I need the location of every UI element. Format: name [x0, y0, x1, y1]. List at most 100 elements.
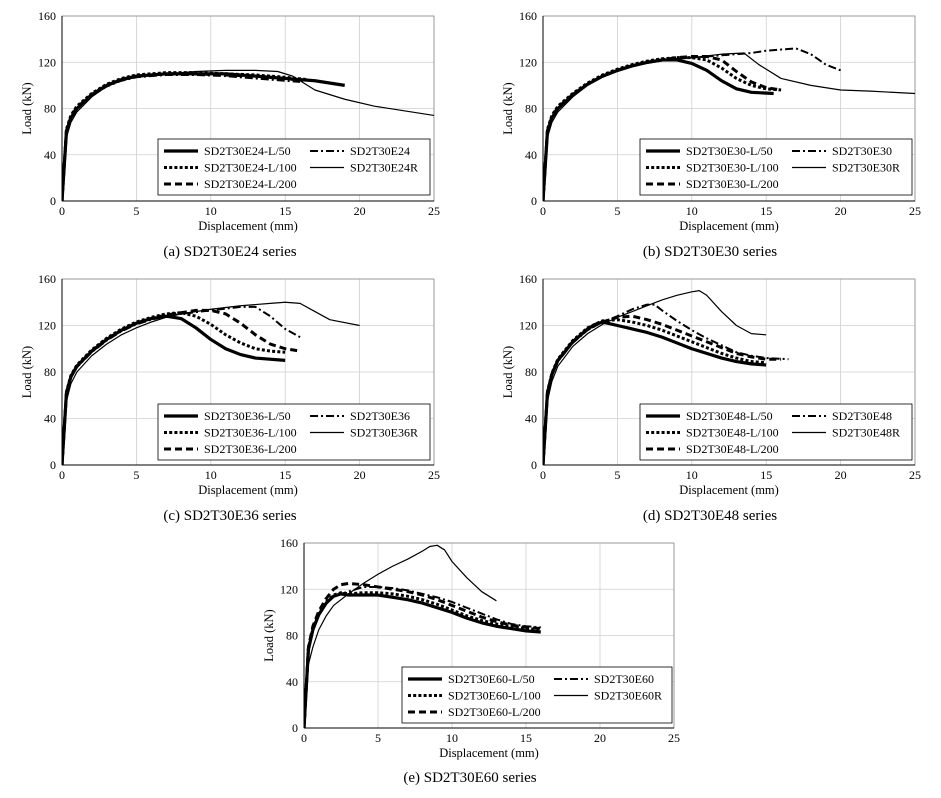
x-tick-label: 15: [760, 204, 772, 218]
chart-svg: 0 5 10 15 20 25 0 40 80 120 160 Displacement (mm) Lo…: [501, 272, 921, 497]
legend-label: SD2T30E36-L/100: [204, 426, 297, 440]
x-axis-label: Displacement (mm): [198, 483, 298, 497]
legend-label: SD2T30E30-L/50: [686, 144, 773, 158]
y-axis-label: Load (kN): [20, 82, 34, 134]
y-tick-label: 40: [44, 148, 56, 162]
legend-label: SD2T30E36-L/50: [204, 409, 291, 423]
x-axis-label: Displacement (mm): [679, 219, 779, 233]
y-tick-label: 0: [292, 721, 298, 735]
legend-box: [639, 138, 913, 196]
legend-label: SD2T30E60: [594, 672, 654, 686]
caption-c: (c) SD2T30E36 series: [163, 508, 297, 524]
series-line-sd2t30e24-l-200: [62, 72, 304, 201]
series-line-sd2t30e60-l-200: [304, 581, 541, 728]
legend-label: SD2T30E30: [832, 144, 892, 158]
x-tick-label: 25: [909, 204, 921, 218]
series-line-sd2t30e60: [304, 585, 541, 728]
y-tick-label: 80: [44, 102, 56, 116]
legend-label: SD2T30E60R: [594, 689, 662, 703]
legend-box: [157, 138, 431, 196]
x-tick-label: 25: [428, 468, 440, 482]
legend-label: SD2T30E30-L/200: [686, 177, 779, 191]
x-tick-label: 20: [354, 204, 366, 218]
y-tick-label: 120: [519, 55, 537, 69]
legend-label: SD2T30E48-L/50: [686, 409, 773, 423]
x-tick-label: 10: [686, 468, 698, 482]
y-tick-label: 120: [38, 55, 56, 69]
legend-label: SD2T30E30-L/100: [686, 161, 779, 175]
x-tick-label: 15: [279, 204, 291, 218]
caption-b: (b) SD2T30E30 series: [642, 244, 778, 260]
series-line-sd2t30e36: [62, 305, 301, 465]
series-line-sd2t30e24r: [62, 69, 434, 201]
y-axis-label: Load (kN): [501, 82, 515, 134]
x-tick-label: 10: [446, 731, 458, 745]
chart-svg: 0 5 10 15 20 25 0 40 80 120 160 Displacement (mm) Lo…: [262, 536, 680, 760]
x-tick-label: 20: [835, 204, 847, 218]
legend-label: SD2T30E24-L/100: [204, 161, 297, 175]
x-tick-label: 5: [375, 731, 381, 745]
legend: SD2T30E24-L/50 SD2T30E24 SD2T30E24-L/100 SD…: [157, 138, 431, 196]
legend: SD2T30E36-L/50 SD2T30E36 SD2T30E36-L/100 SD…: [157, 403, 431, 461]
y-tick-label: 80: [525, 365, 537, 379]
y-tick-label: 40: [44, 412, 56, 426]
y-tick-label: 160: [38, 272, 56, 286]
series-group: [543, 47, 915, 201]
legend-label: SD2T30E30R: [832, 161, 900, 175]
legend-label: SD2T30E60-L/50: [448, 672, 535, 686]
legend-label: SD2T30E36-L/200: [204, 442, 297, 456]
chart-panel-b: 0 5 10 15 20 25 0 40 80 120 160 Displacement (mm) Lo…: [480, 0, 941, 270]
chart-svg: 0 5 10 15 20 25 0 40 80 120 160 Displacement (mm) Lo…: [20, 272, 440, 497]
legend-label: SD2T30E48: [832, 409, 892, 423]
y-axis-label: Load (kN): [501, 346, 515, 398]
legend-label: SD2T30E24-L/200: [204, 177, 297, 191]
x-tick-label: 25: [428, 204, 440, 218]
series-line-sd2t30e30r: [543, 52, 915, 201]
y-tick-label: 40: [286, 675, 298, 689]
x-tick-label: 15: [760, 468, 772, 482]
x-tick-label: 0: [540, 204, 546, 218]
y-tick-label: 0: [531, 194, 537, 208]
chart-panel-a: 0 5 10 15 20 25 0 40 80 120 160 Displacement (mm) Lo…: [0, 0, 470, 270]
legend-label: SD2T30E48R: [832, 426, 900, 440]
y-tick-label: 120: [519, 319, 537, 333]
legend: SD2T30E60-L/50 SD2T30E60 SD2T30E60-L/100 SD…: [401, 666, 673, 724]
x-tick-label: 0: [540, 468, 546, 482]
x-tick-label: 5: [133, 468, 139, 482]
x-tick-label: 25: [909, 468, 921, 482]
series-group: [62, 301, 360, 465]
legend-label: SD2T30E48-L/100: [686, 426, 779, 440]
x-tick-label: 0: [59, 204, 65, 218]
x-tick-label: 0: [301, 731, 307, 745]
series-line-sd2t30e30-l-200: [543, 54, 782, 201]
y-tick-label: 0: [50, 458, 56, 472]
chart-panel-d: 0 5 10 15 20 25 0 40 80 120 160 Displacement (mm) Lo…: [480, 266, 941, 532]
x-tick-label: 15: [520, 731, 532, 745]
caption-d: (d) SD2T30E48 series: [642, 508, 778, 524]
x-tick-label: 10: [205, 468, 217, 482]
caption-e: (e) SD2T30E60 series: [403, 770, 537, 786]
y-tick-label: 160: [38, 9, 56, 23]
chart-svg: 0 5 10 15 20 25 0 40 80 120 160 Displacement (mm) Lo…: [501, 9, 921, 233]
y-tick-label: 160: [519, 272, 537, 286]
legend-label: SD2T30E24: [350, 144, 410, 158]
legend-box: [639, 403, 913, 461]
chart-svg: 0 5 10 15 20 25 0 40 80 120 160 Displacement (mm) Lo…: [20, 9, 440, 233]
y-tick-label: 80: [286, 629, 298, 643]
legend-box: [401, 666, 673, 724]
y-tick-label: 0: [50, 194, 56, 208]
legend-label: SD2T30E36: [350, 409, 410, 423]
series-line-sd2t30e30: [543, 47, 841, 201]
x-axis-label: Displacement (mm): [439, 746, 539, 760]
legend-label: SD2T30E36R: [350, 426, 418, 440]
series-group: [304, 544, 541, 728]
series-line-sd2t30e36r: [62, 301, 360, 465]
x-tick-label: 25: [668, 731, 680, 745]
x-tick-label: 20: [835, 468, 847, 482]
legend-box: [157, 403, 431, 461]
y-tick-label: 160: [519, 9, 537, 23]
y-tick-label: 80: [525, 102, 537, 116]
y-axis-label: Load (kN): [262, 609, 276, 661]
y-tick-label: 40: [525, 412, 537, 426]
series-group: [62, 69, 434, 201]
